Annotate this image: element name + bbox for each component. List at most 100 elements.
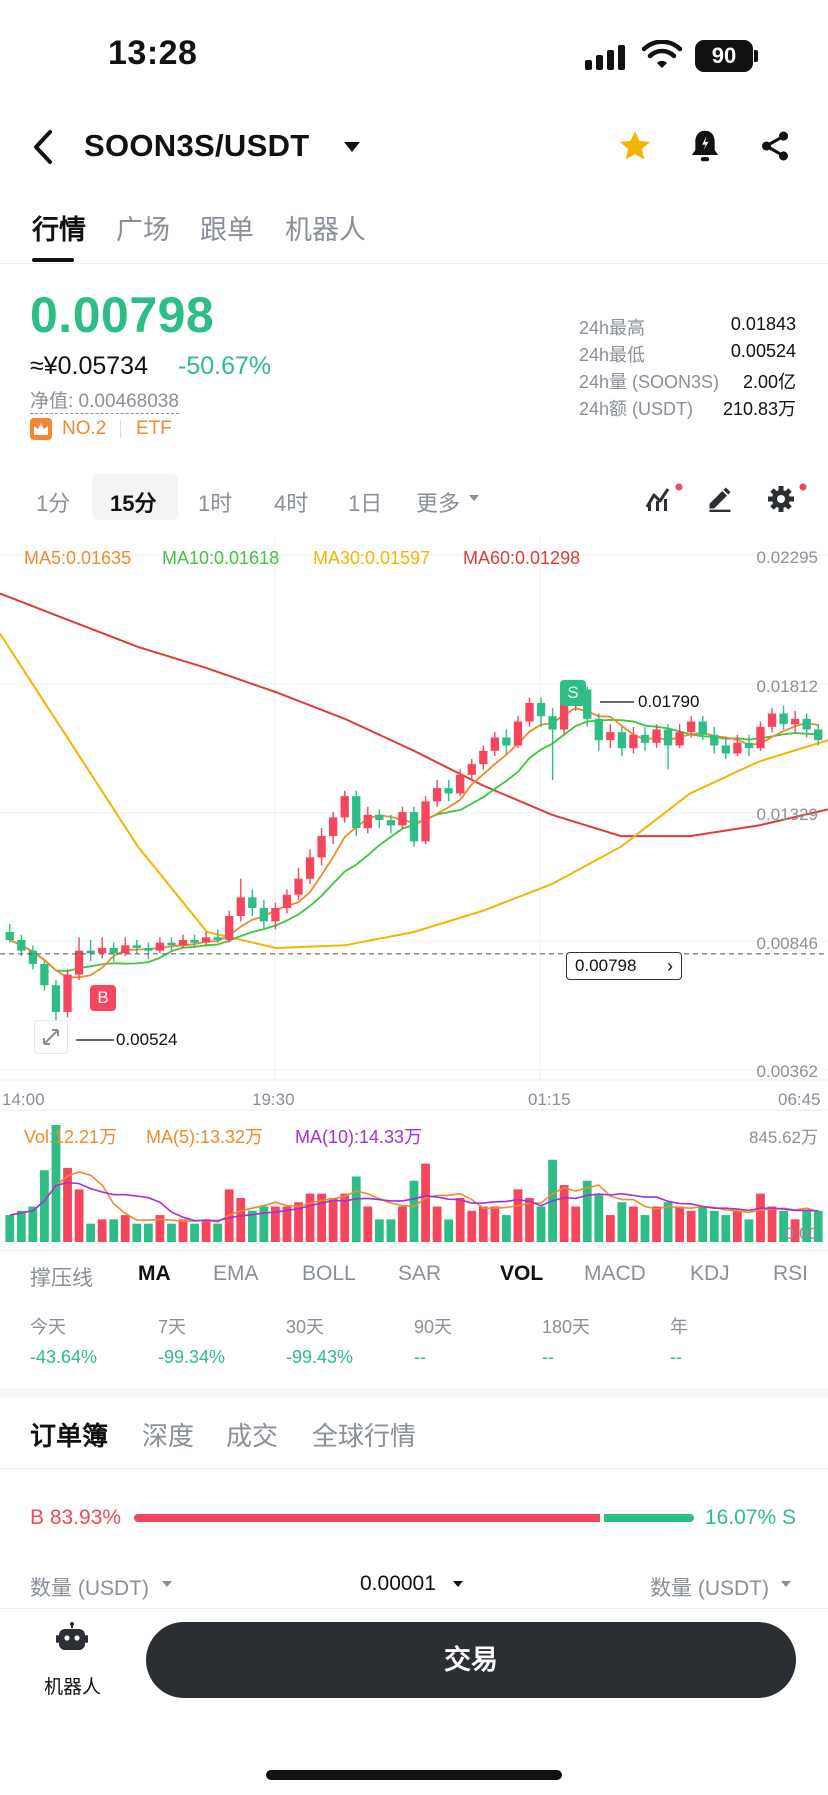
price-precision-select[interactable]: 0.00001 (360, 1572, 436, 1595)
cellular-signal-icon (585, 45, 625, 70)
candlestick-chart[interactable] (0, 535, 828, 1245)
share-icon[interactable] (758, 128, 792, 164)
interval-1d[interactable]: 1日 (348, 491, 383, 516)
candle-body (271, 908, 280, 922)
volume-label: Vol:12.21万 (24, 1127, 118, 1147)
indicator-tab-macd[interactable]: MACD (584, 1262, 646, 1285)
column-qty-right[interactable]: 数量 (USDT) (650, 1577, 769, 1600)
candle-body (259, 908, 269, 922)
candle-body (375, 814, 384, 821)
indicator-tab-support-resistance[interactable]: 撑压线 (30, 1267, 93, 1290)
indicator-toggle-icon[interactable] (644, 483, 684, 513)
indicator-tab-sar[interactable]: SAR (398, 1262, 442, 1285)
tab-global-market[interactable]: 全球行情 (312, 1421, 417, 1451)
candle-body (305, 857, 315, 879)
tab-square[interactable]: 广场 (116, 215, 170, 245)
volume-bar (282, 1206, 292, 1242)
indicator-tab-boll[interactable]: BOLL (302, 1262, 356, 1285)
ma60-line (0, 592, 828, 838)
ma30-line (0, 633, 828, 950)
volume-bar (190, 1223, 199, 1242)
favorite-star-icon[interactable] (616, 128, 654, 164)
indicator-tab-ma[interactable]: MA (138, 1262, 171, 1285)
status-time: 13:28 (108, 34, 198, 72)
y-tick-label: 0.02295 (756, 548, 818, 567)
volume-bar (432, 1206, 442, 1242)
volume-bar (744, 1219, 754, 1242)
volume-ma10-line (9, 1181, 819, 1222)
period-label: 90天 (414, 1317, 453, 1337)
candle-body (340, 796, 349, 818)
rank-label[interactable]: NO.2 (62, 418, 107, 439)
tab-bots[interactable]: 机器人 (285, 215, 366, 245)
pair-dropdown-icon[interactable] (342, 140, 362, 154)
trade-button[interactable]: 交易 (146, 1622, 796, 1698)
tab-trades[interactable]: 成交 (226, 1421, 279, 1451)
volume-bar (559, 1185, 569, 1242)
divider (0, 263, 828, 264)
divider (0, 1468, 828, 1469)
etf-label[interactable]: ETF (136, 418, 172, 439)
indicator-tab-ema[interactable]: EMA (213, 1262, 259, 1285)
period-value: -43.64% (30, 1347, 98, 1367)
candle-body (617, 732, 627, 749)
volume-bar (317, 1193, 326, 1242)
period-value: -99.43% (286, 1347, 354, 1367)
stat-label: 24h最高 (579, 318, 646, 338)
robot-icon[interactable] (56, 1622, 88, 1654)
candle-body (456, 774, 465, 794)
candle-body (756, 726, 765, 749)
interval-more[interactable]: 更多 (416, 491, 461, 516)
candle-body (86, 950, 95, 954)
tab-depth[interactable]: 深度 (142, 1421, 195, 1451)
buy-marker[interactable]: B (90, 985, 116, 1011)
pair-title[interactable]: SOON3S/USDT (84, 128, 310, 163)
candle-body (536, 702, 546, 717)
indicator-tab-kdj[interactable]: KDJ (690, 1262, 730, 1285)
volume-bar (386, 1219, 396, 1242)
volume-bar (120, 1215, 130, 1242)
candle-body (98, 947, 107, 954)
indicator-tab-vol[interactable]: VOL (500, 1262, 544, 1285)
fullscreen-expand-icon[interactable] (34, 1020, 68, 1054)
interval-1m[interactable]: 1分 (36, 491, 71, 516)
sell-ratio: 16.07% S (704, 1506, 796, 1529)
chevron-down-icon[interactable] (452, 1580, 464, 1588)
volume-bar (109, 1219, 119, 1242)
interval-1h[interactable]: 1时 (198, 491, 233, 516)
ma60-label: MA60:0.01298 (463, 548, 581, 568)
price-alert-bell-icon[interactable] (688, 128, 722, 164)
volume-bar (351, 1176, 361, 1242)
tab-copy-trading[interactable]: 跟单 (200, 215, 254, 245)
period-value: -- (542, 1347, 554, 1367)
volume-bar (374, 1219, 384, 1242)
chevron-down-icon[interactable] (780, 1580, 792, 1588)
candle-body (814, 729, 823, 741)
y-tick-label: 0.01812 (756, 677, 818, 696)
bot-label[interactable]: 机器人 (44, 1677, 102, 1698)
candle-body (629, 734, 638, 749)
stat-value: 0.01843 (730, 314, 796, 334)
tab-orderbook[interactable]: 订单簿 (30, 1421, 109, 1451)
chart-settings-gear-icon[interactable] (766, 482, 808, 514)
volume-bar (16, 1210, 26, 1242)
tab-market[interactable]: 行情 (32, 215, 86, 245)
sell-marker[interactable]: S (560, 680, 586, 706)
interval-15m[interactable]: 15分 (110, 491, 157, 516)
volume-bar (467, 1210, 477, 1242)
back-arrow-icon[interactable] (30, 128, 56, 166)
column-qty-left[interactable]: 数量 (USDT) (30, 1577, 149, 1600)
chevron-down-icon[interactable] (468, 494, 480, 502)
period-label: 今天 (30, 1317, 66, 1337)
volume-ma5-label: MA(5):13.32万 (146, 1127, 264, 1147)
draw-tool-icon[interactable] (706, 484, 734, 512)
candle-body (121, 945, 130, 954)
period-label: 30天 (286, 1317, 325, 1337)
stat-value: 0.00524 (730, 341, 796, 361)
net-asset-value[interactable]: 净值: 0.00468038 (30, 386, 179, 414)
indicator-tab-rsi[interactable]: RSI (773, 1262, 809, 1285)
current-price-tag[interactable]: 0.00798 › (566, 952, 682, 980)
candle-body (513, 721, 523, 746)
interval-4h[interactable]: 4时 (274, 491, 309, 516)
chevron-down-icon[interactable] (161, 1580, 173, 1588)
